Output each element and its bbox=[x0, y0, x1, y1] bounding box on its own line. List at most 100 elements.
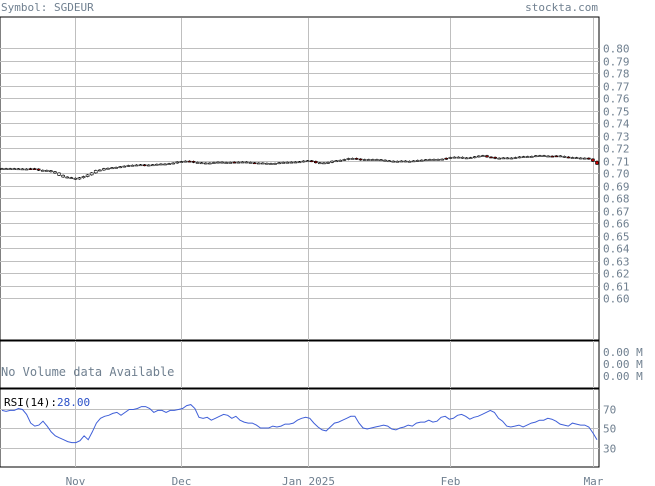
candle-up bbox=[16, 168, 21, 171]
candle-up bbox=[224, 162, 228, 164]
candle-up bbox=[570, 157, 575, 159]
candle-up bbox=[134, 164, 139, 167]
rsi-tick-label: 70 bbox=[603, 404, 616, 417]
candle-up bbox=[525, 156, 530, 158]
candle-up bbox=[0, 168, 4, 170]
candle-up bbox=[138, 164, 143, 167]
candle-up bbox=[273, 163, 277, 165]
rsi-line bbox=[1, 404, 598, 444]
candle-down bbox=[358, 158, 363, 161]
candle-up bbox=[366, 159, 371, 161]
candle-up bbox=[265, 162, 269, 165]
candle-up bbox=[277, 162, 281, 165]
volume-panel: No Volume data Available 0.00 M 0.00 M 0… bbox=[0, 340, 643, 389]
candle-down bbox=[314, 161, 318, 164]
price-panel: 0.800.790.780.770.760.750.740.730.720.71… bbox=[0, 16, 630, 341]
candle-up bbox=[505, 157, 510, 160]
price-tick-label: 0.64 bbox=[603, 243, 630, 256]
candle-up bbox=[399, 160, 404, 163]
candle-up bbox=[171, 162, 175, 165]
candle-up bbox=[375, 159, 379, 161]
price-tick-label: 0.69 bbox=[603, 181, 630, 194]
x-tick-label: Jan 2025 bbox=[282, 475, 335, 486]
price-tick-label: 0.79 bbox=[603, 56, 630, 69]
price-axis-ticks: 0.800.790.780.770.760.750.740.730.720.71… bbox=[603, 43, 630, 306]
candle-up bbox=[163, 163, 167, 166]
candle-up bbox=[534, 155, 538, 158]
candle-up bbox=[521, 156, 526, 158]
candle-up bbox=[497, 157, 501, 160]
candle-up bbox=[538, 155, 542, 157]
candle-up bbox=[114, 167, 118, 169]
candle-down bbox=[354, 158, 359, 160]
x-axis-labels: Nov Dec Jan 2025 Feb Mar bbox=[66, 475, 604, 486]
candle-up bbox=[20, 168, 25, 171]
volume-tick-1: 0.00 M bbox=[603, 346, 643, 359]
candle-up bbox=[289, 161, 294, 164]
candle-up bbox=[269, 163, 273, 165]
candle-up bbox=[424, 159, 428, 162]
candle-up bbox=[513, 157, 518, 159]
candle-up bbox=[93, 170, 98, 174]
price-tick-label: 0.65 bbox=[603, 231, 630, 244]
candle-up bbox=[346, 158, 351, 160]
candle-up bbox=[49, 170, 53, 173]
candle-up bbox=[216, 161, 220, 164]
candle-up bbox=[89, 172, 94, 176]
candle-up bbox=[326, 162, 330, 164]
candle-down bbox=[232, 161, 237, 164]
candle-up bbox=[334, 160, 338, 163]
candle-up bbox=[61, 174, 65, 178]
candle-up bbox=[411, 160, 416, 163]
candle-down bbox=[187, 160, 192, 163]
candle-up bbox=[391, 160, 396, 163]
rsi-label-prefix: RSI(14): bbox=[4, 396, 57, 409]
candle-up bbox=[578, 157, 583, 160]
candle-down bbox=[32, 168, 37, 170]
candle-down bbox=[142, 164, 147, 167]
rsi-tick-label: 30 bbox=[603, 443, 616, 456]
candle-up bbox=[122, 165, 127, 168]
candle-up bbox=[403, 160, 408, 163]
candle-down bbox=[191, 161, 196, 163]
site-label[interactable]: stockta.com bbox=[525, 1, 598, 14]
candle-up bbox=[432, 159, 436, 161]
price-tick-label: 0.67 bbox=[603, 206, 630, 219]
x-tick-label: Nov bbox=[66, 475, 86, 486]
candle-up bbox=[228, 162, 233, 164]
candle-up bbox=[106, 167, 110, 170]
candle-up bbox=[81, 176, 86, 179]
price-tick-label: 0.66 bbox=[603, 218, 630, 231]
candle-up bbox=[428, 159, 432, 161]
candle-up bbox=[240, 161, 245, 164]
candle-up bbox=[546, 155, 550, 158]
price-tick-label: 0.74 bbox=[603, 118, 630, 131]
candle-down bbox=[493, 156, 497, 159]
candle-up bbox=[395, 160, 400, 163]
candle-up bbox=[460, 156, 465, 159]
price-tick-label: 0.63 bbox=[603, 256, 630, 269]
price-tick-label: 0.75 bbox=[603, 106, 630, 119]
rsi-gridlines bbox=[0, 389, 599, 467]
candle-up bbox=[452, 156, 457, 159]
candle-up bbox=[175, 161, 180, 164]
candle-up bbox=[98, 169, 102, 172]
volume-panel-frame bbox=[0, 340, 600, 389]
candle-up bbox=[301, 160, 306, 163]
candle-up bbox=[159, 163, 163, 166]
price-tick-label: 0.77 bbox=[603, 81, 630, 94]
candle-down bbox=[444, 157, 449, 160]
candle-down bbox=[309, 160, 314, 163]
candle-up bbox=[57, 172, 61, 176]
candle-up bbox=[281, 162, 285, 164]
candle-up bbox=[362, 159, 367, 161]
rsi-label: RSI(14):28.00 bbox=[4, 396, 90, 409]
candle-up bbox=[195, 162, 200, 164]
candle-up bbox=[150, 164, 155, 167]
candle-down bbox=[587, 157, 591, 160]
price-gridlines bbox=[0, 18, 599, 340]
candle-down bbox=[252, 162, 257, 165]
candle-down bbox=[36, 168, 41, 171]
candle-up bbox=[468, 157, 473, 159]
